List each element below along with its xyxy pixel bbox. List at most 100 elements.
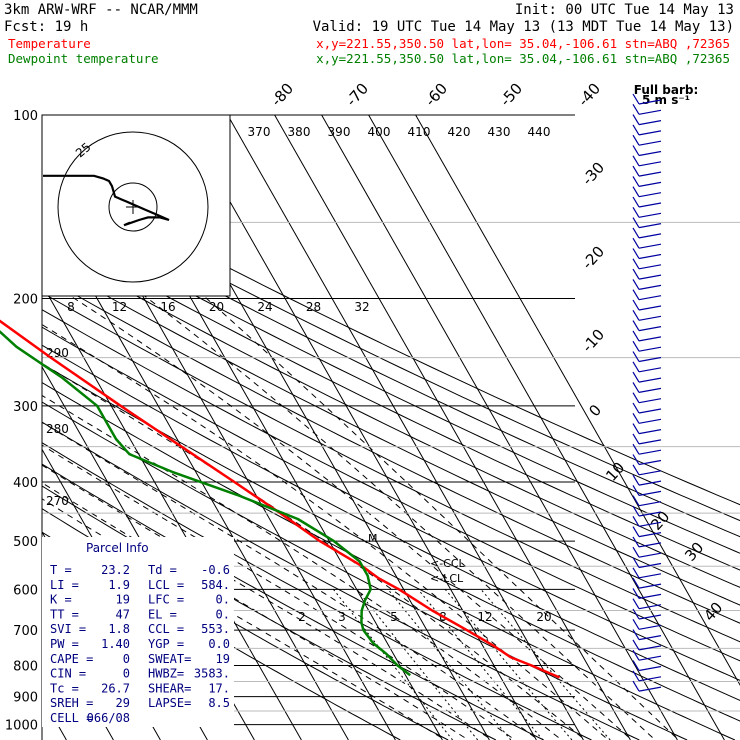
wind-barb xyxy=(632,618,662,630)
parcel-info-key: LI = xyxy=(50,578,79,592)
parcel-info-key: SWEAT= xyxy=(148,652,191,666)
wind-barb xyxy=(632,577,662,589)
parcel-info-row: T = 23.2 Td = -0.6 xyxy=(50,563,230,577)
theta-label: 420 xyxy=(448,125,471,139)
parcel-info-value: 1.8 xyxy=(108,622,130,636)
wind-barb xyxy=(632,340,662,352)
pressure-label: 500 xyxy=(13,535,38,550)
wind-barb xyxy=(632,474,662,486)
isotherm-label: -70 xyxy=(342,80,372,110)
wind-axis-tick: 12 xyxy=(112,300,127,314)
isotherm-line xyxy=(368,115,725,740)
parcel-info-key: CIN = xyxy=(50,667,86,681)
wind-barb xyxy=(632,629,662,641)
parcel-info-title: Parcel Info xyxy=(86,541,149,555)
wind-axis-tick: 24 xyxy=(257,300,272,314)
dewpoint-profile xyxy=(0,330,411,677)
barb-legend-title: Full barb: xyxy=(634,83,699,97)
isotherm-line xyxy=(274,115,631,740)
parcel-info-value: 1.40 xyxy=(101,637,130,651)
wind-barb xyxy=(632,454,662,466)
isotherm-line xyxy=(42,283,302,740)
parcel-info-value: 0 xyxy=(123,667,130,681)
mixing-ratio-label: 2 xyxy=(298,610,306,624)
isotherm-label: -20 xyxy=(578,243,608,273)
parcel-info-row: PW = 1.40 YGP = 0.0 xyxy=(50,637,230,651)
pressure-label: 200 xyxy=(13,293,38,308)
wind-barb xyxy=(632,206,662,218)
parcel-info-key: HWBZ= xyxy=(148,667,184,681)
parcel-info-value: 3583. xyxy=(194,667,230,681)
pressure-label: 400 xyxy=(13,476,38,491)
parcel-info-value: 1.9 xyxy=(108,578,130,592)
wind-barb xyxy=(632,423,662,435)
dewpoint-legend: Dewpoint temperature xyxy=(8,51,159,66)
dry-adiabat-line xyxy=(42,275,740,624)
lcl-annotation: <-LCL xyxy=(430,572,464,585)
wind-barb xyxy=(632,392,662,404)
wind-barb xyxy=(632,495,662,507)
barb-legend-value: 5 m s⁻¹ xyxy=(642,93,690,107)
wind-barb xyxy=(632,443,662,455)
hodograph-inner-ring xyxy=(108,182,158,232)
wind-barb xyxy=(632,165,662,177)
theta-label: 430 xyxy=(488,125,511,139)
wind-barb xyxy=(632,279,662,290)
temperature-legend: Temperature xyxy=(8,36,91,51)
moist-adiabat-line xyxy=(42,362,583,738)
wind-axis-tick: 20 xyxy=(209,300,224,314)
moist-adiabat-line xyxy=(66,238,653,738)
mixing-ratio-line xyxy=(387,588,512,740)
wind-barb xyxy=(632,526,662,538)
mixing-ratio-label: 5 xyxy=(390,610,398,624)
isotherm-label: -40 xyxy=(574,80,604,110)
wind-barb xyxy=(632,402,662,414)
pressure-label: 700 xyxy=(13,624,38,639)
theta-label: 440 xyxy=(528,125,551,139)
wind-barb xyxy=(632,557,662,569)
wind-barb xyxy=(632,237,662,249)
wind-barb xyxy=(632,93,662,105)
parcel-info-value: 8.5 xyxy=(208,696,230,710)
parcel-info-value: 0 xyxy=(123,652,130,666)
wind-barb xyxy=(632,639,662,651)
ccl-annotation: <-CCL xyxy=(430,557,466,570)
wind-barb xyxy=(632,433,662,445)
wind-barb xyxy=(632,145,662,157)
parcel-info-value: 0.0 xyxy=(208,637,230,651)
parcel-info-key: SREH = xyxy=(50,696,93,710)
parcel-info-key: Tc = xyxy=(50,681,79,695)
parcel-info-key: LFC = xyxy=(148,593,184,607)
wind-barb xyxy=(632,217,662,229)
wind-barb xyxy=(632,505,662,517)
isotherm-label: -80 xyxy=(267,80,297,110)
wind-barb xyxy=(632,114,662,126)
parcel-info-value: 584. xyxy=(201,578,230,592)
parcel-info-key: EL = xyxy=(148,607,177,621)
valid-time: Valid: 19 UTC Tue 14 May 13 (13 MDT Tue … xyxy=(313,19,734,35)
pressure-label: 900 xyxy=(13,691,38,706)
wind-barb xyxy=(632,567,662,579)
parcel-info-value: 26.7 xyxy=(101,681,130,695)
dry-adiabat-line xyxy=(42,243,740,588)
parcel-info-value: 553. xyxy=(201,622,230,636)
pressure-label: 1000 xyxy=(5,719,38,734)
dry-adiabat-line xyxy=(42,326,740,681)
dry-adiabat-line xyxy=(42,212,740,554)
wind-barb xyxy=(632,124,662,136)
theta-label: 270 xyxy=(46,494,69,508)
wind-barb xyxy=(632,371,662,383)
temperature-profile xyxy=(0,319,561,679)
parcel-info-value: 19 xyxy=(216,652,230,666)
mixing-ratio-label: 3 xyxy=(338,610,346,624)
isotherm-line xyxy=(0,115,19,740)
wind-barb xyxy=(632,330,662,342)
parcel-info-key: K = xyxy=(50,593,72,607)
parcel-info-key: LCL = xyxy=(148,578,184,592)
parcel-info-value: 29 xyxy=(116,696,130,710)
wind-barb xyxy=(632,412,662,424)
parcel-info-key: LAPSE= xyxy=(148,696,191,710)
isotherm-label: -50 xyxy=(496,80,526,110)
mixed-layer-marker: M xyxy=(368,532,378,545)
wind-barb xyxy=(632,227,662,239)
